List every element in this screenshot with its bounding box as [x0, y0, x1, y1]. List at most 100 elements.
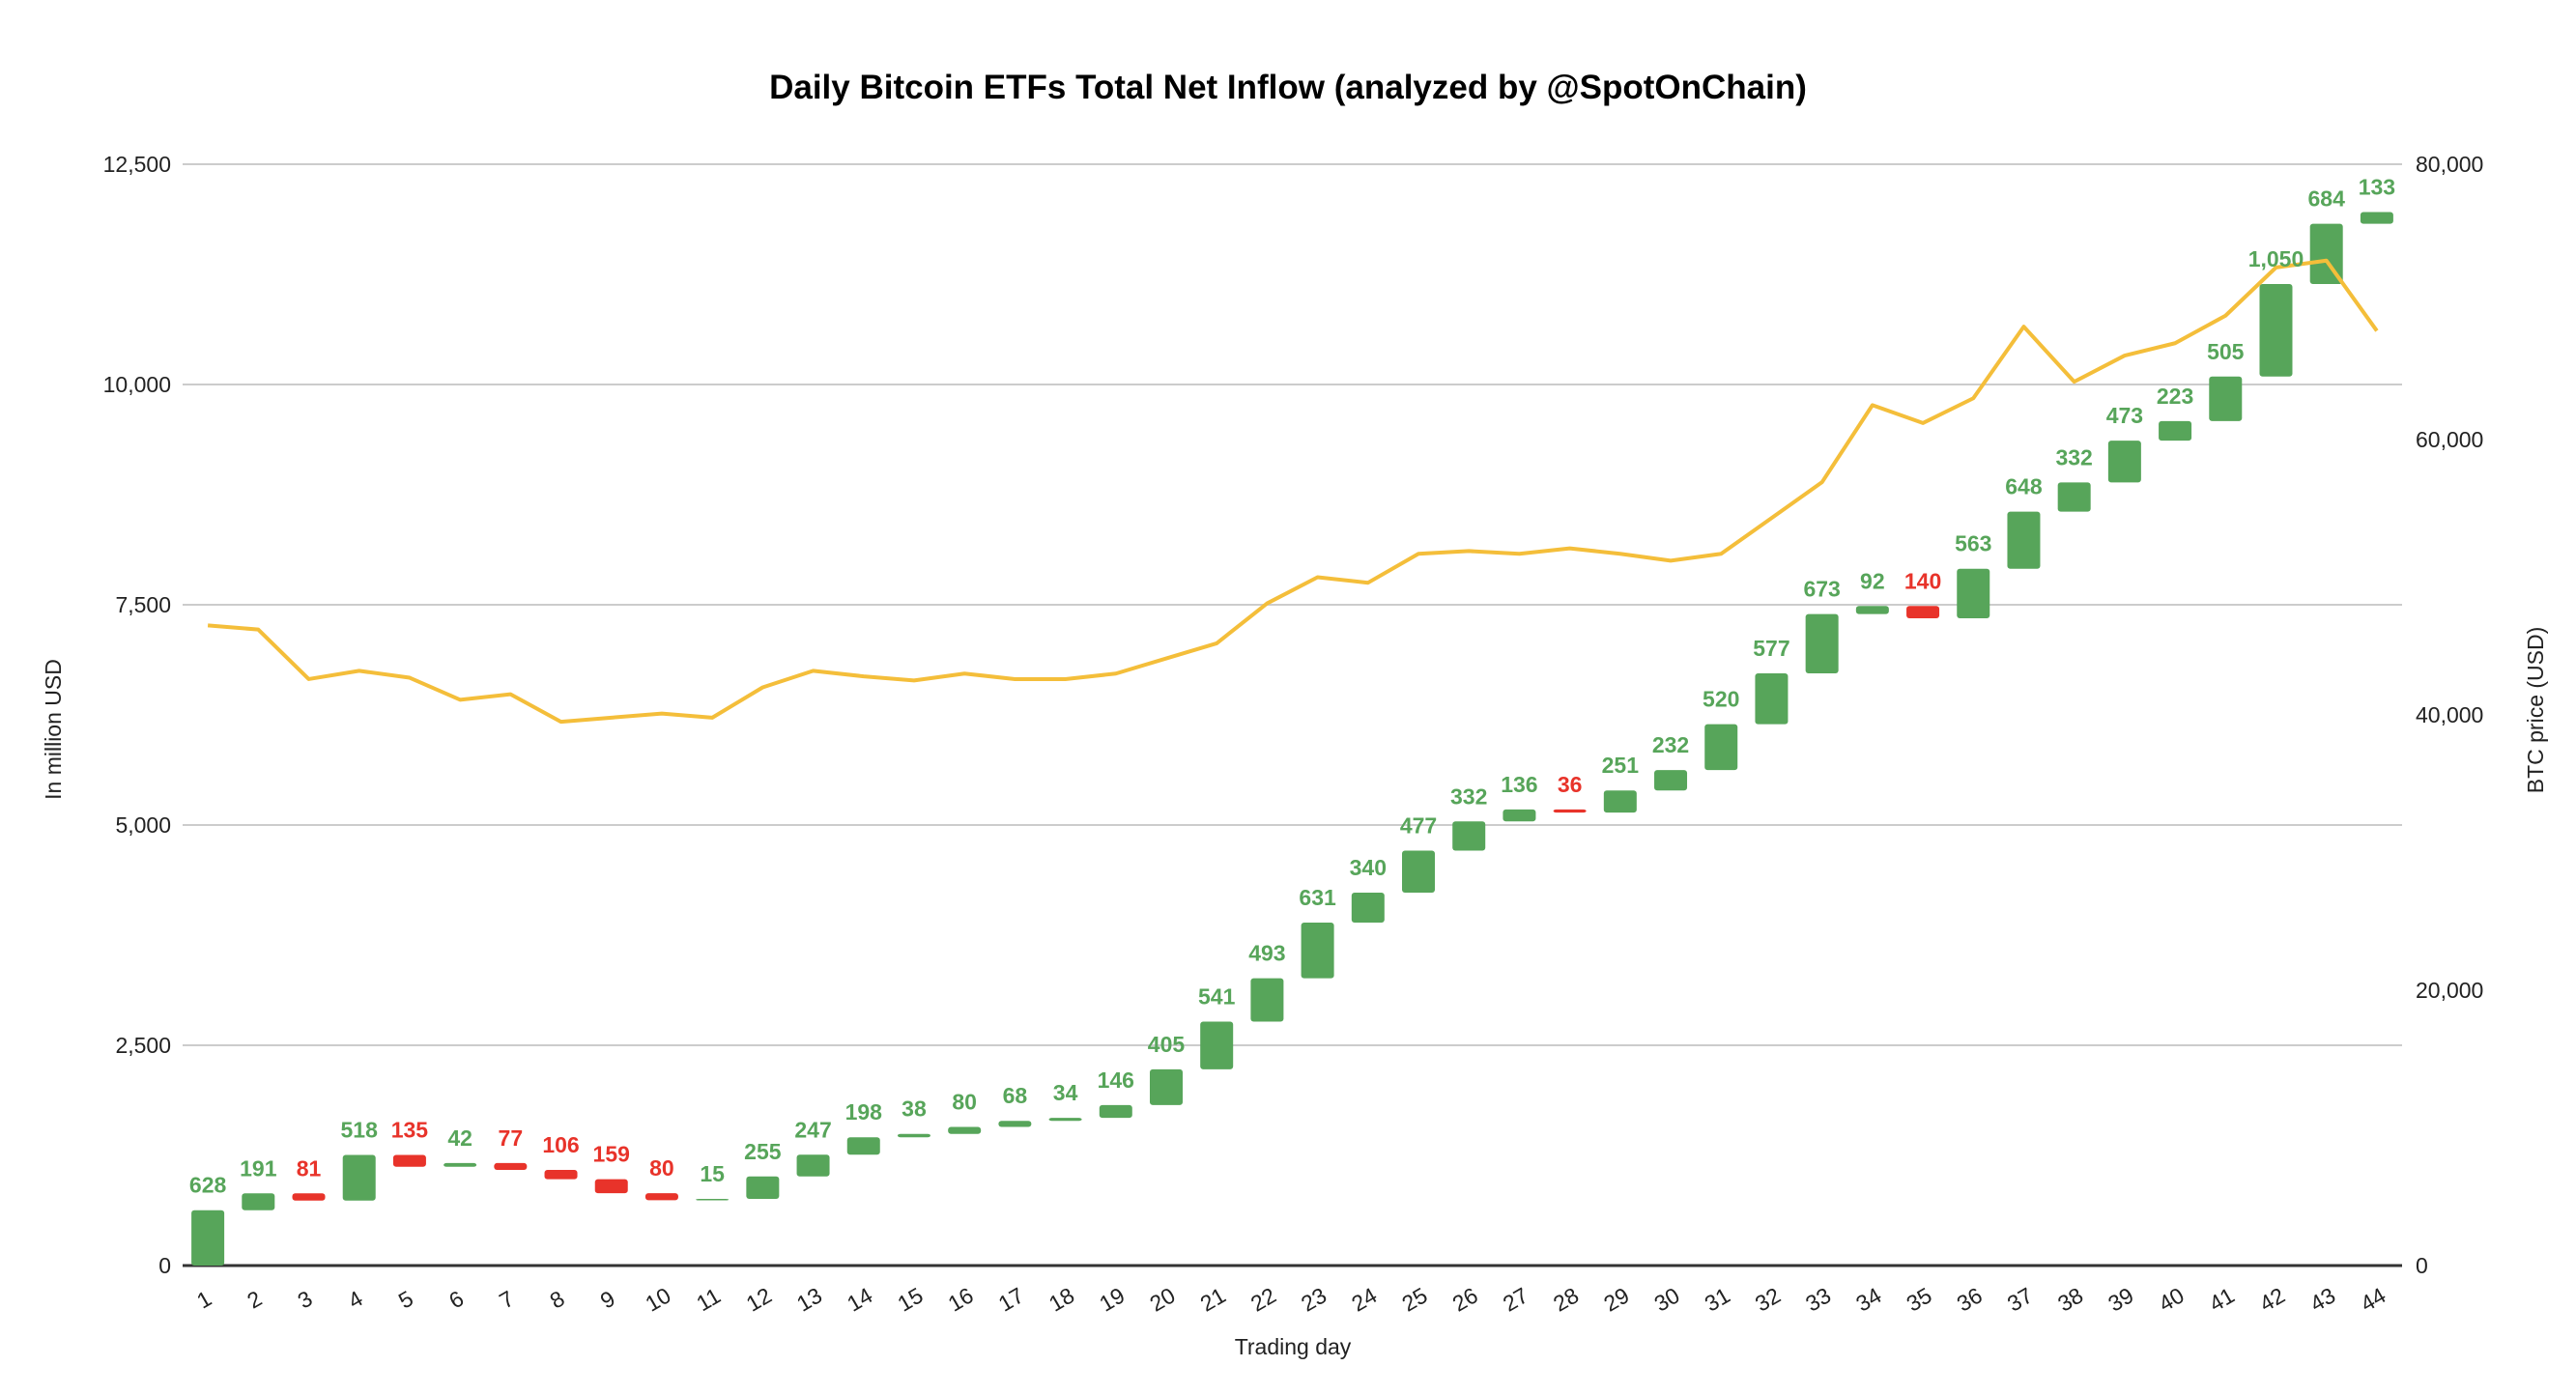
data-label: 92 — [1860, 568, 1885, 593]
x-tick-label: 25 — [1397, 1282, 1431, 1316]
y-tick-left: 10,000 — [103, 372, 171, 397]
waterfall-bar — [594, 1179, 628, 1194]
waterfall-bar — [948, 1126, 982, 1134]
x-tick-labels: 1 2 3 4 5 6 7 8 9 10 11 12 13 14 15 16 17 18 19 20 21 22 23 24 2… — [192, 1282, 2390, 1316]
data-label: 673 — [1803, 577, 1840, 602]
x-tick-label: 38 — [2053, 1282, 2087, 1316]
gridlines — [183, 163, 2402, 1267]
waterfall-bar — [1855, 606, 1889, 614]
waterfall-bar — [846, 1137, 880, 1155]
data-label: 198 — [845, 1099, 883, 1125]
left-y-axis-label: In million USD — [41, 659, 66, 800]
data-label: 135 — [391, 1117, 429, 1142]
data-label: 81 — [297, 1155, 322, 1181]
data-label: 477 — [1400, 813, 1437, 839]
data-label: 146 — [1098, 1068, 1134, 1093]
waterfall-bar — [1603, 790, 1637, 813]
right-y-axis-label: BTC price (USD) — [2523, 627, 2548, 794]
waterfall-bar — [998, 1121, 1032, 1127]
data-label: 77 — [499, 1125, 524, 1151]
waterfall-bar — [1906, 606, 1940, 619]
data-label: 133 — [2359, 175, 2395, 200]
waterfall-bar — [2209, 376, 2243, 421]
data-label: 191 — [240, 1155, 277, 1181]
x-tick-label: 18 — [1045, 1282, 1078, 1316]
y-tick-left: 5,000 — [115, 812, 171, 838]
x-tick-label: 10 — [641, 1282, 674, 1316]
waterfall-bar — [1351, 893, 1385, 924]
x-tick-label: 27 — [1499, 1282, 1532, 1316]
data-label: 563 — [1955, 531, 1991, 556]
waterfall-bar — [1250, 978, 1284, 1022]
waterfall-bar — [1553, 809, 1587, 813]
x-tick-label: 13 — [792, 1282, 826, 1316]
data-label: 340 — [1350, 855, 1387, 880]
x-tick-label: 44 — [2356, 1282, 2390, 1316]
waterfall-bar — [1301, 923, 1334, 979]
x-tick-label: 24 — [1347, 1282, 1381, 1316]
x-tick-label: 29 — [1599, 1282, 1633, 1316]
x-tick-label: 16 — [944, 1282, 978, 1316]
data-label: 1,050 — [2248, 246, 2304, 271]
y-tick-right: 80,000 — [2416, 152, 2483, 177]
x-tick-label: 31 — [1701, 1282, 1734, 1316]
waterfall-bar — [1452, 821, 1486, 851]
waterfall-bar — [2107, 441, 2141, 483]
x-tick-label: 17 — [994, 1282, 1028, 1316]
data-label: 628 — [189, 1173, 227, 1198]
waterfall-bar — [1755, 673, 1789, 725]
x-tick-label: 22 — [1246, 1282, 1280, 1316]
waterfall-bar — [191, 1210, 225, 1266]
x-tick-label: 43 — [2305, 1282, 2339, 1316]
x-tick-label: 34 — [1851, 1282, 1885, 1316]
waterfall-bar — [292, 1193, 326, 1201]
y-tick-right: 0 — [2416, 1253, 2428, 1278]
x-tick-label: 35 — [1902, 1282, 1935, 1316]
data-labels: 628 191 81 518 135 42 77 106 159 80 15 255 247 198 38 8… — [189, 175, 2395, 1198]
waterfall-bar — [494, 1162, 528, 1170]
x-tick-label: 41 — [2205, 1282, 2239, 1316]
btc-price-line — [207, 258, 2379, 725]
y-tick-left: 2,500 — [115, 1033, 171, 1058]
waterfall-bar — [1957, 568, 1990, 619]
data-label: 493 — [1248, 941, 1285, 966]
x-tick-label: 21 — [1196, 1282, 1230, 1316]
x-tick-label: 40 — [2154, 1282, 2188, 1316]
x-tick-label: 12 — [742, 1282, 776, 1316]
data-label: 136 — [1501, 772, 1537, 797]
x-tick-label: 23 — [1297, 1282, 1331, 1316]
data-label: 223 — [2157, 384, 2193, 409]
waterfall-bar — [2007, 511, 2041, 569]
data-label: 232 — [1652, 732, 1689, 757]
data-label: 255 — [744, 1139, 782, 1164]
waterfall-bar — [1805, 613, 1839, 674]
data-label: 577 — [1753, 636, 1789, 661]
waterfall-bar — [796, 1154, 830, 1177]
data-label: 140 — [1904, 568, 1941, 593]
x-tick-label: 14 — [843, 1282, 876, 1316]
waterfall-bar — [644, 1193, 678, 1201]
waterfall-bar — [1402, 850, 1436, 894]
waterfall-bar — [2159, 420, 2192, 441]
x-tick-label: 5 — [394, 1286, 417, 1314]
data-label: 648 — [2005, 474, 2043, 499]
data-label: 631 — [1299, 885, 1336, 910]
x-tick-label: 6 — [444, 1286, 468, 1314]
x-tick-label: 11 — [692, 1283, 725, 1316]
data-label: 541 — [1198, 984, 1236, 1010]
x-tick-label: 9 — [596, 1286, 619, 1314]
x-tick-label: 15 — [893, 1282, 927, 1316]
x-tick-label: 28 — [1549, 1282, 1583, 1316]
waterfall-bar — [444, 1162, 477, 1167]
x-tick-label: 37 — [2003, 1282, 2037, 1316]
waterfall-bar — [1200, 1021, 1234, 1069]
x-tick-label: 2 — [243, 1286, 266, 1314]
data-label: 15 — [700, 1161, 725, 1186]
data-label: 405 — [1148, 1032, 1186, 1057]
y-tick-left: 7,500 — [115, 592, 171, 617]
waterfall-bar — [1048, 1118, 1082, 1122]
left-y-tick-labels: 0 2,500 5,000 7,500 10,000 12,500 — [103, 152, 171, 1278]
x-tick-label: 4 — [344, 1286, 367, 1314]
waterfall-bar — [2259, 284, 2293, 377]
chart-title: Daily Bitcoin ETFs Total Net Inflow (ana… — [769, 69, 1807, 106]
